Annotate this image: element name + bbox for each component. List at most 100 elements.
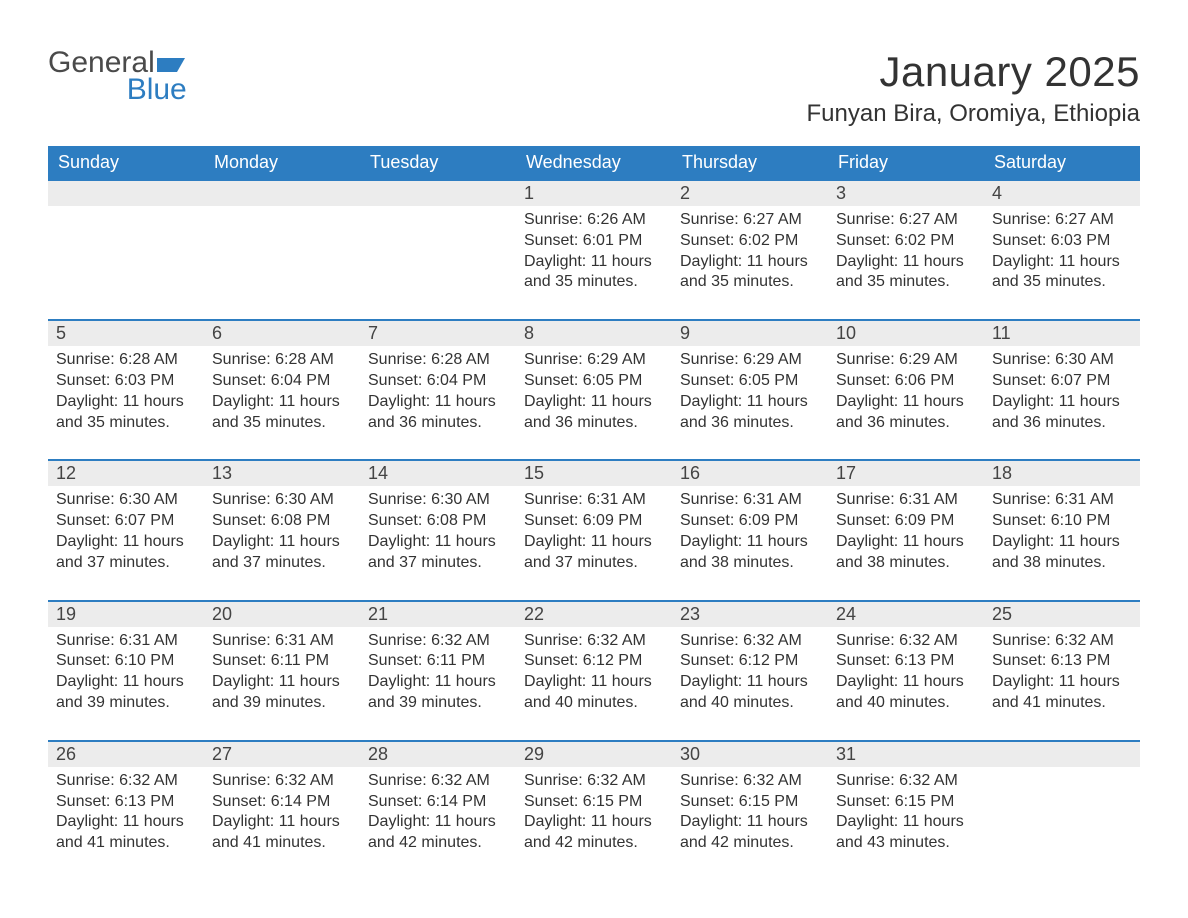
daylight-text: Daylight: 11 hours and 35 minutes.	[992, 252, 1132, 294]
sunrise-text: Sunrise: 6:30 AM	[992, 350, 1132, 371]
day-number: 13	[204, 461, 360, 486]
day-number	[48, 181, 204, 206]
day-details: Sunrise: 6:30 AMSunset: 6:07 PMDaylight:…	[48, 486, 204, 599]
sunset-text: Sunset: 6:09 PM	[680, 511, 820, 532]
day-details: Sunrise: 6:32 AMSunset: 6:15 PMDaylight:…	[672, 767, 828, 880]
sunset-text: Sunset: 6:08 PM	[212, 511, 352, 532]
calendar-day-cell: 2Sunrise: 6:27 AMSunset: 6:02 PMDaylight…	[672, 180, 828, 320]
sunset-text: Sunset: 6:08 PM	[368, 511, 508, 532]
daylight-text: Daylight: 11 hours and 37 minutes.	[212, 532, 352, 574]
calendar-day-cell: 3Sunrise: 6:27 AMSunset: 6:02 PMDaylight…	[828, 180, 984, 320]
calendar-day-cell: 18Sunrise: 6:31 AMSunset: 6:10 PMDayligh…	[984, 460, 1140, 600]
sunrise-text: Sunrise: 6:32 AM	[524, 631, 664, 652]
daylight-text: Daylight: 11 hours and 36 minutes.	[524, 392, 664, 434]
day-details: Sunrise: 6:27 AMSunset: 6:02 PMDaylight:…	[828, 206, 984, 319]
sunset-text: Sunset: 6:03 PM	[992, 231, 1132, 252]
calendar-day-cell: 6Sunrise: 6:28 AMSunset: 6:04 PMDaylight…	[204, 320, 360, 460]
title-block: January 2025 Funyan Bira, Oromiya, Ethio…	[807, 48, 1140, 142]
day-details: Sunrise: 6:32 AMSunset: 6:15 PMDaylight:…	[516, 767, 672, 880]
day-header: Monday	[204, 146, 360, 180]
calendar-day-cell	[360, 180, 516, 320]
daylight-text: Daylight: 11 hours and 37 minutes.	[368, 532, 508, 574]
sunset-text: Sunset: 6:11 PM	[212, 651, 352, 672]
day-number: 29	[516, 742, 672, 767]
sunrise-text: Sunrise: 6:26 AM	[524, 210, 664, 231]
day-details: Sunrise: 6:29 AMSunset: 6:05 PMDaylight:…	[516, 346, 672, 459]
calendar-table: SundayMondayTuesdayWednesdayThursdayFrid…	[48, 146, 1140, 880]
day-details: Sunrise: 6:31 AMSunset: 6:10 PMDaylight:…	[984, 486, 1140, 599]
sunrise-text: Sunrise: 6:32 AM	[524, 771, 664, 792]
day-number: 4	[984, 181, 1140, 206]
day-header: Wednesday	[516, 146, 672, 180]
sunset-text: Sunset: 6:05 PM	[680, 371, 820, 392]
calendar-day-cell: 12Sunrise: 6:30 AMSunset: 6:07 PMDayligh…	[48, 460, 204, 600]
sunset-text: Sunset: 6:12 PM	[680, 651, 820, 672]
sunset-text: Sunset: 6:13 PM	[836, 651, 976, 672]
calendar-day-cell: 31Sunrise: 6:32 AMSunset: 6:15 PMDayligh…	[828, 741, 984, 880]
sunrise-text: Sunrise: 6:27 AM	[680, 210, 820, 231]
calendar-day-cell: 22Sunrise: 6:32 AMSunset: 6:12 PMDayligh…	[516, 601, 672, 741]
daylight-text: Daylight: 11 hours and 38 minutes.	[680, 532, 820, 574]
header: General Blue January 2025 Funyan Bira, O…	[48, 48, 1140, 142]
calendar-day-cell: 29Sunrise: 6:32 AMSunset: 6:15 PMDayligh…	[516, 741, 672, 880]
calendar-day-cell: 15Sunrise: 6:31 AMSunset: 6:09 PMDayligh…	[516, 460, 672, 600]
sunset-text: Sunset: 6:14 PM	[212, 792, 352, 813]
day-number: 26	[48, 742, 204, 767]
day-details	[204, 206, 360, 316]
sunrise-text: Sunrise: 6:30 AM	[212, 490, 352, 511]
page-title: January 2025	[807, 48, 1140, 96]
day-header: Thursday	[672, 146, 828, 180]
calendar-day-cell: 8Sunrise: 6:29 AMSunset: 6:05 PMDaylight…	[516, 320, 672, 460]
day-number: 2	[672, 181, 828, 206]
calendar-day-cell: 26Sunrise: 6:32 AMSunset: 6:13 PMDayligh…	[48, 741, 204, 880]
daylight-text: Daylight: 11 hours and 37 minutes.	[56, 532, 196, 574]
calendar-day-cell: 23Sunrise: 6:32 AMSunset: 6:12 PMDayligh…	[672, 601, 828, 741]
day-number: 20	[204, 602, 360, 627]
sunrise-text: Sunrise: 6:32 AM	[992, 631, 1132, 652]
sunset-text: Sunset: 6:10 PM	[992, 511, 1132, 532]
calendar-day-cell: 30Sunrise: 6:32 AMSunset: 6:15 PMDayligh…	[672, 741, 828, 880]
sunset-text: Sunset: 6:13 PM	[992, 651, 1132, 672]
day-number	[984, 742, 1140, 767]
calendar-day-cell: 21Sunrise: 6:32 AMSunset: 6:11 PMDayligh…	[360, 601, 516, 741]
daylight-text: Daylight: 11 hours and 38 minutes.	[836, 532, 976, 574]
sunrise-text: Sunrise: 6:31 AM	[524, 490, 664, 511]
day-details: Sunrise: 6:32 AMSunset: 6:13 PMDaylight:…	[48, 767, 204, 880]
sunset-text: Sunset: 6:07 PM	[56, 511, 196, 532]
sunrise-text: Sunrise: 6:32 AM	[368, 631, 508, 652]
day-number: 17	[828, 461, 984, 486]
day-number: 9	[672, 321, 828, 346]
day-number: 12	[48, 461, 204, 486]
day-number: 27	[204, 742, 360, 767]
sunset-text: Sunset: 6:09 PM	[836, 511, 976, 532]
calendar-week-row: 26Sunrise: 6:32 AMSunset: 6:13 PMDayligh…	[48, 741, 1140, 880]
calendar-header-row: SundayMondayTuesdayWednesdayThursdayFrid…	[48, 146, 1140, 180]
day-details: Sunrise: 6:30 AMSunset: 6:08 PMDaylight:…	[204, 486, 360, 599]
calendar-day-cell: 5Sunrise: 6:28 AMSunset: 6:03 PMDaylight…	[48, 320, 204, 460]
day-header: Friday	[828, 146, 984, 180]
sunrise-text: Sunrise: 6:30 AM	[56, 490, 196, 511]
daylight-text: Daylight: 11 hours and 37 minutes.	[524, 532, 664, 574]
calendar-week-row: 12Sunrise: 6:30 AMSunset: 6:07 PMDayligh…	[48, 460, 1140, 600]
daylight-text: Daylight: 11 hours and 36 minutes.	[836, 392, 976, 434]
calendar-day-cell: 28Sunrise: 6:32 AMSunset: 6:14 PMDayligh…	[360, 741, 516, 880]
day-details: Sunrise: 6:27 AMSunset: 6:03 PMDaylight:…	[984, 206, 1140, 319]
daylight-text: Daylight: 11 hours and 35 minutes.	[56, 392, 196, 434]
day-number: 15	[516, 461, 672, 486]
day-details	[360, 206, 516, 316]
sunrise-text: Sunrise: 6:31 AM	[212, 631, 352, 652]
logo-text-block: General Blue	[48, 48, 189, 105]
day-details: Sunrise: 6:27 AMSunset: 6:02 PMDaylight:…	[672, 206, 828, 319]
day-details: Sunrise: 6:31 AMSunset: 6:09 PMDaylight:…	[828, 486, 984, 599]
daylight-text: Daylight: 11 hours and 35 minutes.	[836, 252, 976, 294]
day-header: Sunday	[48, 146, 204, 180]
sunset-text: Sunset: 6:02 PM	[836, 231, 976, 252]
sunset-text: Sunset: 6:15 PM	[680, 792, 820, 813]
sunrise-text: Sunrise: 6:32 AM	[836, 771, 976, 792]
day-details: Sunrise: 6:32 AMSunset: 6:11 PMDaylight:…	[360, 627, 516, 740]
sunset-text: Sunset: 6:01 PM	[524, 231, 664, 252]
day-details	[984, 767, 1140, 877]
day-number: 6	[204, 321, 360, 346]
day-details: Sunrise: 6:30 AMSunset: 6:08 PMDaylight:…	[360, 486, 516, 599]
day-details: Sunrise: 6:28 AMSunset: 6:04 PMDaylight:…	[360, 346, 516, 459]
